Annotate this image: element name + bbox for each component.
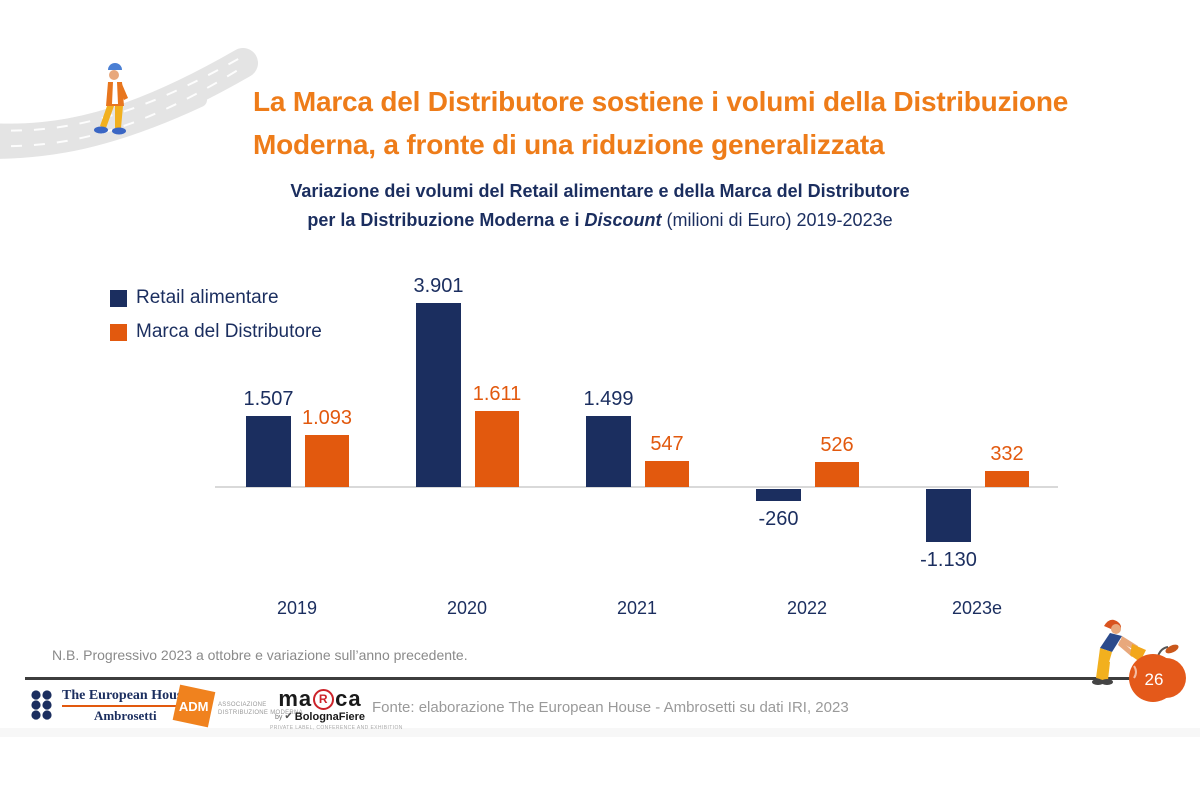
marca-tagline: PRIVATE LABEL, CONFERENCE AND EXHIBITION <box>270 725 403 731</box>
subtitle-suffix: (milioni di Euro) 2019-2023e <box>661 210 893 230</box>
checkmark-icon: ✔ <box>284 711 293 722</box>
bar-value-mdd-2019: 1.093 <box>301 407 353 429</box>
chart-subtitle-line2: per la Distribuzione Moderna e i Discoun… <box>0 206 1200 235</box>
bar-value-retail-2019: 1.507 <box>243 388 294 410</box>
category-label-2021: 2021 <box>616 598 658 618</box>
category-label-2022: 2022 <box>786 598 828 618</box>
category-label-2023e: 2023e <box>951 598 1003 618</box>
bar-mdd-2020 <box>475 411 519 487</box>
bar-retail-2021 <box>586 416 631 487</box>
adm-logo: ADM <box>172 684 216 728</box>
marca-bolognafiere-logo: ma R ca by ✔ BolognaFiere PRIVATE LABEL,… <box>270 686 403 732</box>
bar-mdd-2021 <box>645 461 689 487</box>
bar-value-retail-2023e: -1.130 <box>920 549 977 571</box>
bar-retail-2023e <box>926 489 971 542</box>
adm-logo-description: ASSOCIAZIONE DISTRIBUZIONE MODERNA <box>218 702 303 716</box>
person-pushing-apple-illustration: 26 <box>1092 619 1186 702</box>
slide-title-line2: Moderna, a fronte di una riduzione gener… <box>253 129 885 160</box>
bar-value-retail-2021: 1.499 <box>583 388 634 410</box>
bar-retail-2022 <box>756 489 801 501</box>
teh-logo-line1: The European House <box>62 688 189 707</box>
chart-subtitle-line1: Variazione dei volumi del Retail aliment… <box>290 181 910 201</box>
bar-value-retail-2022: -260 <box>758 508 799 530</box>
bar-mdd-2023e <box>985 471 1029 487</box>
slide-title: La Marca del Distributore sostiene i vol… <box>253 80 1173 166</box>
source-note: Fonte: elaborazione The European House -… <box>372 699 849 716</box>
x-axis-zero-line <box>215 486 1058 488</box>
footer-divider <box>25 677 1131 680</box>
european-house-ambrosetti-logo: The European House Ambrosetti <box>28 688 189 724</box>
slide-title-line1: La Marca del Distributore sostiene i vol… <box>253 86 1069 117</box>
bar-value-mdd-2023e: 332 <box>990 443 1024 465</box>
bottom-strip <box>0 728 1200 737</box>
teh-logo-line2: Ambrosetti <box>93 708 157 723</box>
bar-mdd-2019 <box>305 435 349 487</box>
legend-label-mdd: Marca del Distributore <box>136 321 322 342</box>
category-label-2019: 2019 <box>276 598 318 618</box>
chart-subtitle: Variazione dei volumi del Retail aliment… <box>0 177 1200 235</box>
bar-value-mdd-2022: 526 <box>820 434 854 456</box>
bar-value-retail-2020: 3.901 <box>413 275 464 297</box>
ambrosetti-logo-icon <box>31 690 52 720</box>
marca-registered-icon: R <box>313 688 335 710</box>
bar-value-mdd-2021: 547 <box>650 433 684 455</box>
page-number: 26 <box>1145 670 1164 689</box>
footnote: N.B. Progressivo 2023 a ottobre e variaz… <box>52 647 468 663</box>
marca-part1: ma <box>278 686 313 711</box>
legend-item-retail: Retail alimentare <box>110 287 279 309</box>
legend-item-mdd: Marca del Distributore <box>110 321 322 343</box>
adm-logo-text: ADM <box>179 698 209 714</box>
subtitle-prefix: per la Distribuzione Moderna e i <box>307 210 585 230</box>
bar-value-mdd-2020: 1.611 <box>472 383 522 405</box>
road-illustration <box>0 48 258 159</box>
bar-retail-2019 <box>246 416 291 487</box>
marca-by: by <box>274 713 283 721</box>
category-label-2020: 2020 <box>446 598 488 618</box>
walking-person-illustration <box>94 63 128 135</box>
bar-retail-2020 <box>416 303 461 487</box>
legend-swatch-mdd <box>110 323 127 341</box>
bar-mdd-2022 <box>815 462 859 487</box>
legend-label-retail: Retail alimentare <box>136 287 279 308</box>
bolognafiere-text: BolognaFiere <box>294 711 366 723</box>
subtitle-discount: Discount <box>584 210 662 230</box>
legend-swatch-retail <box>110 289 127 307</box>
marca-part2: ca <box>335 686 362 711</box>
